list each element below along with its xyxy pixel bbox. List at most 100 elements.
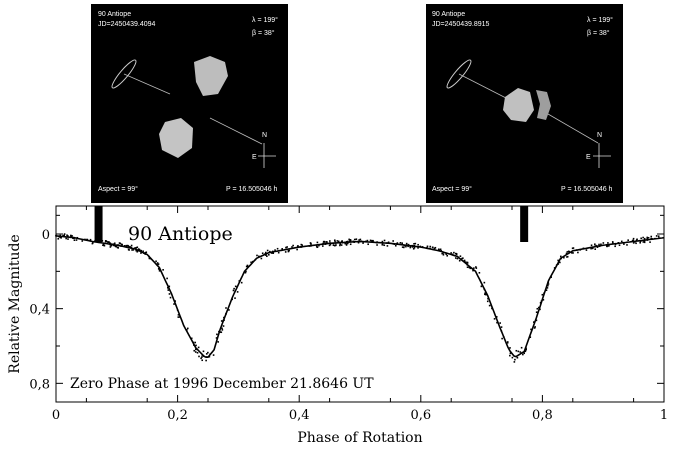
observation-point (258, 255, 260, 258)
observation-point (195, 344, 197, 347)
observation-point (337, 240, 340, 243)
observation-point (70, 235, 72, 238)
observation-point (488, 304, 491, 307)
observation-point (426, 245, 429, 248)
observation-point (345, 243, 348, 245)
observation-point (612, 242, 614, 244)
observation-point (132, 249, 135, 251)
observation-point (487, 297, 489, 300)
observation-point (220, 320, 223, 322)
observation-point (642, 236, 644, 239)
observation-point (381, 240, 384, 243)
observation-point (222, 325, 225, 327)
observation-point (454, 252, 457, 255)
observation-point (501, 337, 503, 340)
observation-point (285, 246, 287, 249)
observation-point (592, 247, 594, 249)
observation-point (461, 257, 463, 260)
observation-point (232, 289, 235, 292)
observation-point (250, 261, 252, 264)
observation-point (655, 235, 658, 237)
observation-point (396, 242, 399, 244)
observation-point (144, 251, 147, 254)
observation-point (268, 253, 270, 256)
observation-point (646, 237, 649, 240)
observation-point (602, 242, 605, 244)
observation-point (458, 259, 461, 262)
observation-point (585, 249, 588, 251)
panel-2-period: P = 16.505046 h (561, 186, 613, 193)
observation-point (514, 358, 516, 361)
observation-point (627, 239, 629, 241)
observation-point (642, 241, 645, 243)
observation-point (197, 346, 200, 349)
observation-point (138, 248, 141, 251)
observation-point (234, 285, 237, 288)
observation-point (341, 240, 343, 243)
x-tick-label: 0,4 (289, 408, 310, 423)
observation-point (532, 321, 535, 323)
observation-point (462, 257, 464, 259)
panel-2-beta: β = 38° (587, 29, 610, 37)
observation-point (394, 244, 397, 247)
observation-point (611, 241, 614, 243)
observation-point (486, 300, 489, 303)
observation-point (169, 296, 172, 299)
observation-point (441, 252, 443, 255)
observation-point (109, 246, 112, 248)
observation-point (523, 352, 526, 355)
observation-point (287, 249, 290, 252)
observation-point (234, 297, 236, 299)
axis-ticks: 0 0,2 0,4 0,6 0,8 1 0 0,4 0,8 (29, 206, 668, 423)
observation-point (272, 252, 275, 254)
observation-point (316, 241, 319, 244)
observation-point (513, 361, 516, 363)
observation-point (459, 255, 462, 257)
observation-point (429, 245, 432, 248)
panel-1-name: 90 Antiope (98, 11, 131, 18)
observation-point (157, 263, 159, 266)
observation-point (545, 289, 548, 292)
observation-point (483, 281, 486, 284)
observation-point (245, 270, 247, 273)
observation-point (657, 235, 660, 238)
observation-point (525, 348, 527, 351)
observation-point (127, 244, 129, 247)
observation-point (434, 246, 437, 249)
observation-point (529, 336, 532, 338)
observation-point (216, 333, 218, 336)
observation-point (401, 242, 403, 244)
observation-point (221, 329, 224, 331)
observation-point (71, 235, 73, 237)
observation-point (193, 349, 196, 352)
observation-point (349, 239, 352, 241)
observation-point (140, 252, 142, 254)
shape-panel-1: 90 Antiope JD=2450439.4094 λ = 199° β = … (91, 4, 288, 203)
observation-point (534, 326, 536, 328)
observation-point (166, 277, 168, 280)
y-axis-title: Relative Magnitude (7, 234, 23, 373)
y-tick-label: 0 (42, 228, 50, 243)
observation-point (516, 356, 519, 359)
observation-point (95, 239, 98, 241)
observation-point (62, 234, 64, 237)
observation-point (455, 252, 458, 255)
observation-point (81, 240, 84, 242)
observation-point (383, 244, 386, 247)
observation-point (495, 316, 498, 318)
x-tick-label: 0,6 (410, 408, 431, 423)
observation-point (292, 244, 294, 247)
observation-point (640, 237, 642, 240)
observation-point (109, 242, 112, 245)
observation-point (506, 341, 509, 344)
observation-point (456, 257, 459, 260)
observation-point (291, 246, 293, 248)
observation-point (594, 243, 596, 246)
observation-point (131, 249, 133, 251)
observation-point (535, 311, 538, 314)
observation-point (173, 303, 175, 305)
observation-point (358, 239, 360, 241)
panel-1-aspect: Aspect = 99° (98, 185, 138, 193)
observation-point (367, 243, 369, 246)
panel-1-north: N (262, 132, 267, 139)
